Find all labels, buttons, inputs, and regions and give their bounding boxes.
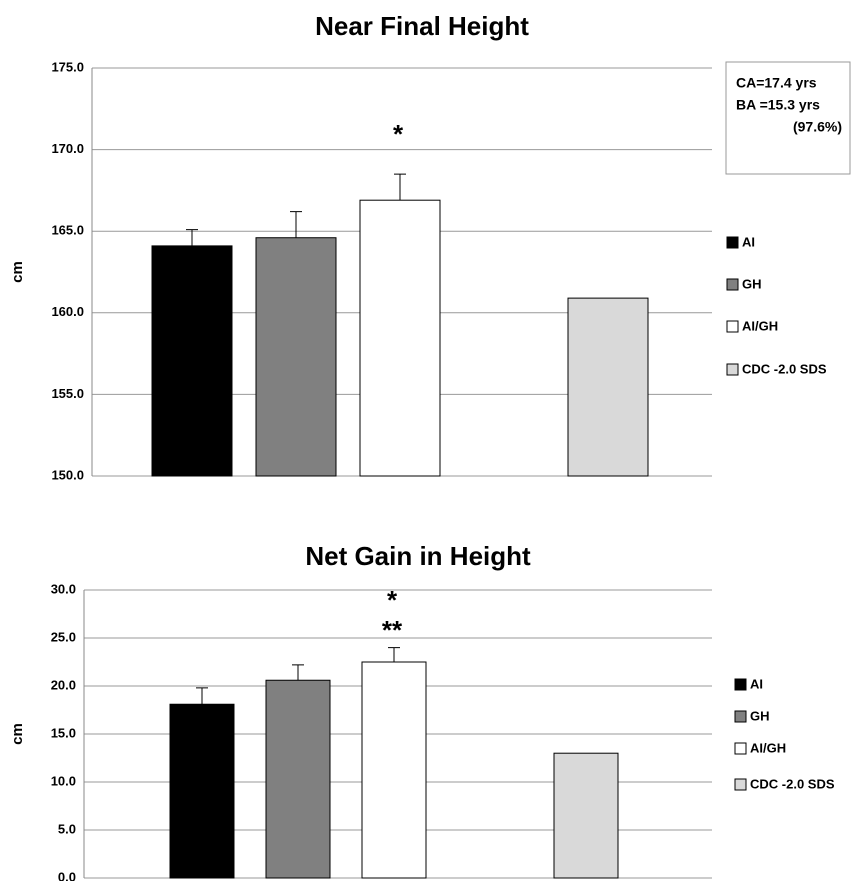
y-tick-label: 155.0 [51,386,84,401]
legend-swatch [734,778,747,791]
error-bar [292,664,304,681]
legend-swatch [734,710,747,723]
error-bar [394,173,406,201]
y-tick-label: 150.0 [51,467,84,482]
bar [265,679,331,879]
annotation: ** [382,615,403,645]
y-tick-label: 170.0 [51,141,84,156]
y-axis-label: cm [9,723,26,745]
legend-label: CDC -2.0 SDS [742,361,827,376]
legend-label: AI/GH [750,740,786,755]
y-tick-label: 10.0 [51,773,76,788]
info-text: CA=17.4 yrs [736,75,817,91]
annotation: * [387,585,398,615]
legend-label: GH [742,276,762,291]
y-tick-label: 15.0 [51,725,76,740]
error-bar [196,687,208,705]
legend-label: CDC -2.0 SDS [750,776,835,791]
bar [361,661,427,879]
legend-swatch [734,742,747,755]
bar [151,245,233,477]
y-tick-label: 30.0 [51,581,76,596]
legend-label: AI [742,234,755,249]
bar [553,752,619,879]
y-tick-label: 20.0 [51,677,76,692]
bar [255,237,337,477]
y-axis-label: cm [9,261,26,283]
y-tick-label: 160.0 [51,304,84,319]
y-tick-label: 165.0 [51,223,84,238]
chart-title: Near Final Height [315,11,529,41]
error-bar [290,211,302,238]
bar [359,199,441,477]
legend-label: AI [750,676,763,691]
legend-swatch [726,363,739,376]
info-text: BA =15.3 yrs [736,97,820,113]
chart-title: Net Gain in Height [305,541,531,571]
annotation: * [393,119,404,149]
legend-label: AI/GH [742,318,778,333]
y-tick-label: 0.0 [58,869,76,881]
y-tick-label: 5.0 [58,821,76,836]
error-bar [186,229,198,246]
legend-swatch [726,320,739,333]
y-tick-label: 175.0 [51,59,84,74]
legend-swatch [726,236,739,249]
bar [567,297,649,477]
bar [169,703,235,879]
legend-swatch [734,678,747,691]
info-text: (97.6%) [793,119,842,135]
y-tick-label: 25.0 [51,629,76,644]
legend-swatch [726,278,739,291]
legend-label: GH [750,708,770,723]
error-bar [388,647,400,662]
info-box [725,61,851,175]
